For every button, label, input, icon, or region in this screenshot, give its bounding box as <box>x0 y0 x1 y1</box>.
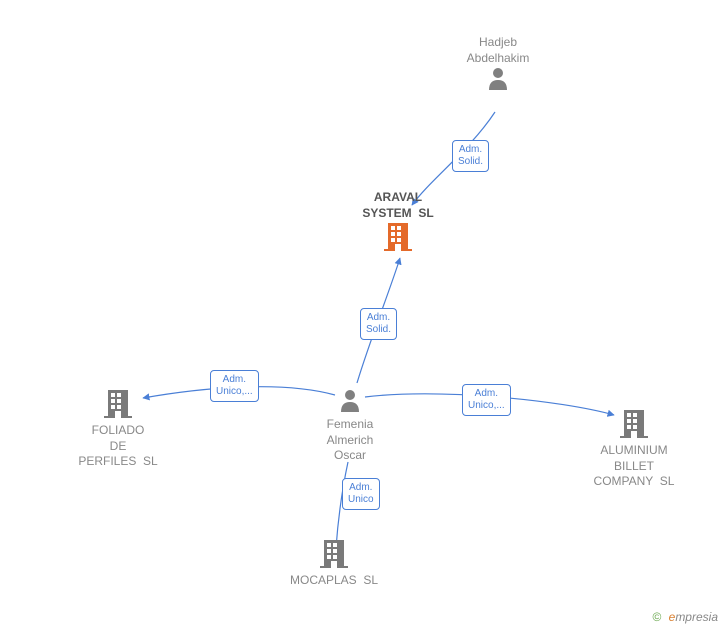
node-label-araval: ARAVALSYSTEM SL <box>353 190 443 221</box>
node-araval[interactable]: ARAVALSYSTEM SL <box>353 190 443 256</box>
person-icon <box>339 388 361 417</box>
edge-label-hadjeb-araval: Adm.Solid. <box>452 140 489 172</box>
building-icon <box>104 388 132 423</box>
copyright-brand: empresia <box>669 610 718 624</box>
edge-label-femenia-mocaplas: Adm.Unico <box>342 478 380 510</box>
node-label-femenia: FemeniaAlmerichOscar <box>305 417 395 464</box>
node-aluminium[interactable]: ALUMINIUMBILLETCOMPANY SL <box>589 408 679 490</box>
node-mocaplas[interactable]: MOCAPLAS SL <box>289 538 379 589</box>
copyright-symbol: © <box>652 610 661 624</box>
node-label-foliado: FOLIADODEPERFILES SL <box>73 423 163 470</box>
edge-label-femenia-araval: Adm.Solid. <box>360 308 397 340</box>
edge-label-femenia-aluminium: Adm.Unico,... <box>462 384 511 416</box>
building-icon <box>620 408 648 443</box>
node-label-aluminium: ALUMINIUMBILLETCOMPANY SL <box>589 443 679 490</box>
node-femenia[interactable]: FemeniaAlmerichOscar <box>305 388 395 464</box>
person-icon <box>487 66 509 95</box>
node-hadjeb[interactable]: HadjebAbdelhakim <box>453 35 543 95</box>
building-icon <box>384 221 412 256</box>
copyright: © empresia <box>652 610 718 624</box>
building-icon <box>320 538 348 573</box>
edge-label-femenia-foliado: Adm.Unico,... <box>210 370 259 402</box>
node-foliado[interactable]: FOLIADODEPERFILES SL <box>73 388 163 470</box>
node-label-mocaplas: MOCAPLAS SL <box>289 573 379 589</box>
node-label-hadjeb: HadjebAbdelhakim <box>453 35 543 66</box>
